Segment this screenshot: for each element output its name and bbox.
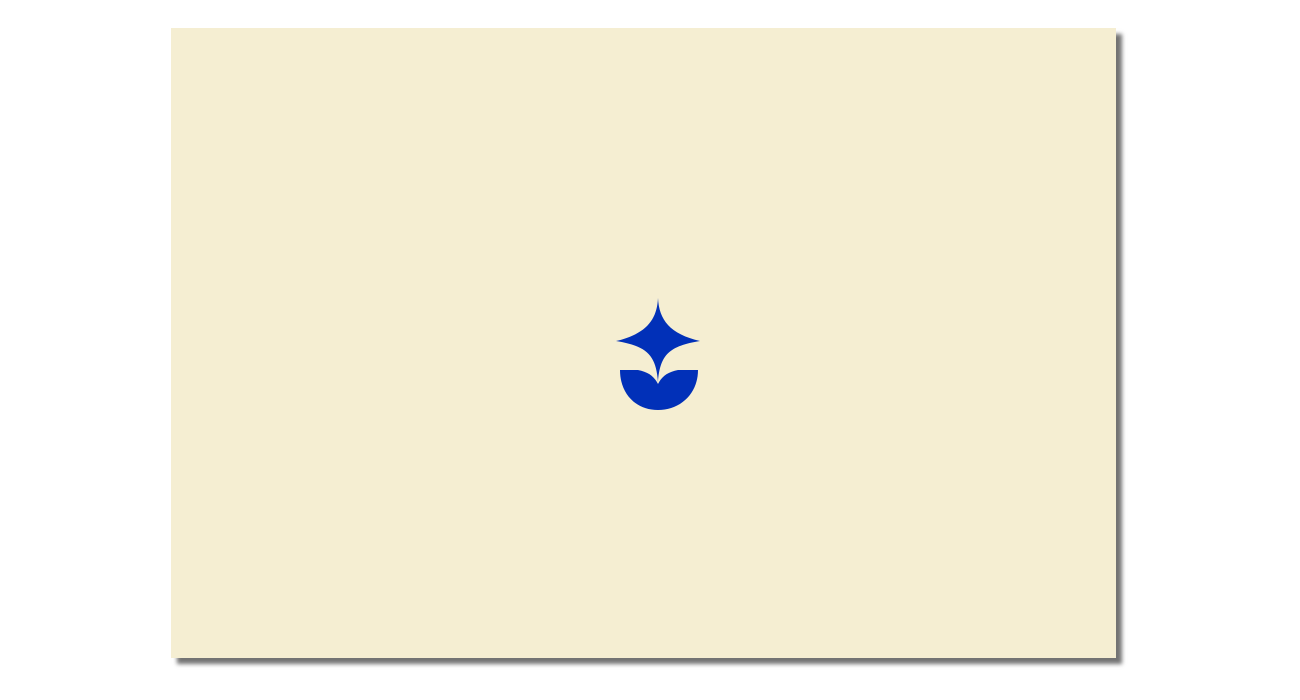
bowl-icon [620,370,698,410]
sparkle-bowl-logo-icon [612,294,704,416]
sparkle-star-icon [616,298,700,382]
